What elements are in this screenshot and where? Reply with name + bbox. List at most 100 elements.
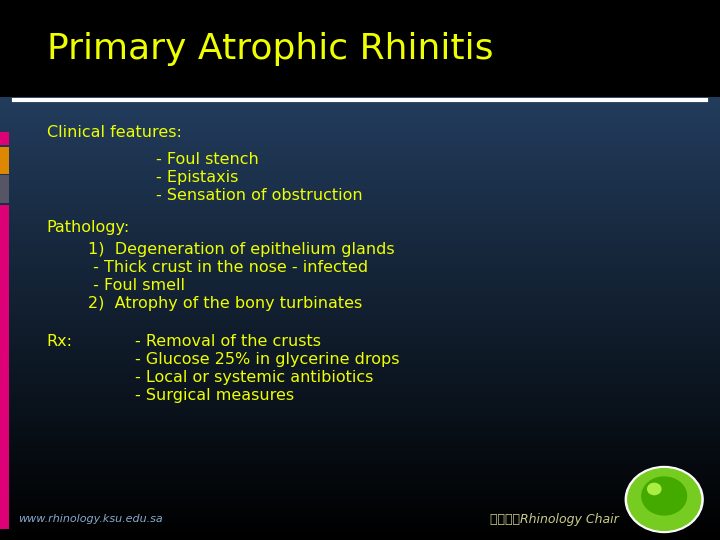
Bar — [0, 205, 9, 529]
Text: Primary Atrophic Rhinitis: Primary Atrophic Rhinitis — [47, 32, 493, 65]
Text: 1)  Degeneration of epithelium glands: 1) Degeneration of epithelium glands — [47, 242, 395, 257]
Bar — [0, 173, 720, 176]
Bar — [0, 170, 720, 173]
Bar — [0, 251, 720, 254]
Bar — [0, 70, 720, 73]
Bar — [0, 375, 720, 378]
Bar — [0, 186, 720, 189]
Bar — [0, 100, 720, 103]
Bar — [0, 267, 720, 270]
Bar — [0, 416, 720, 418]
Bar — [0, 143, 720, 146]
Bar — [0, 246, 720, 248]
Bar — [0, 472, 720, 475]
Text: - Foul smell: - Foul smell — [47, 278, 185, 293]
Bar — [0, 38, 720, 40]
Bar — [0, 78, 720, 81]
Bar — [0, 481, 720, 483]
Bar — [0, 197, 720, 200]
Bar — [0, 338, 720, 340]
Bar — [0, 59, 720, 62]
Bar — [0, 84, 720, 86]
Bar — [0, 62, 720, 65]
Bar — [0, 397, 720, 400]
Bar — [0, 147, 9, 174]
Bar — [0, 97, 720, 100]
Bar — [0, 216, 720, 219]
Bar — [0, 529, 720, 532]
Bar — [0, 54, 720, 57]
Bar — [0, 0, 720, 3]
Bar — [0, 113, 720, 116]
Bar — [0, 494, 720, 497]
Bar — [0, 124, 720, 127]
Bar — [0, 19, 720, 22]
Bar — [0, 486, 720, 489]
Bar — [0, 405, 720, 408]
Bar — [0, 219, 720, 221]
Bar — [0, 157, 720, 159]
Circle shape — [625, 467, 703, 532]
Bar — [0, 11, 720, 14]
Circle shape — [647, 483, 661, 495]
Bar — [0, 259, 720, 262]
Bar — [0, 410, 720, 413]
Bar — [0, 464, 720, 467]
Bar — [0, 389, 720, 392]
Bar — [0, 5, 720, 8]
Bar — [0, 213, 720, 216]
Bar — [0, 440, 720, 443]
Bar — [0, 319, 720, 321]
Bar — [0, 108, 720, 111]
Bar — [0, 68, 720, 70]
Bar — [0, 343, 720, 346]
Bar — [0, 132, 9, 145]
Bar — [0, 432, 720, 435]
Bar — [0, 227, 720, 229]
Bar — [0, 508, 720, 510]
Bar — [0, 373, 720, 375]
Bar — [0, 181, 720, 184]
Bar — [0, 256, 720, 259]
Bar — [0, 462, 720, 464]
Bar — [0, 526, 720, 529]
Bar — [0, 429, 720, 432]
Text: - Local or systemic antibiotics: - Local or systemic antibiotics — [94, 370, 373, 385]
Bar — [0, 281, 720, 284]
Bar — [0, 289, 720, 292]
Bar — [0, 521, 720, 524]
Bar — [0, 443, 720, 445]
Bar — [0, 518, 720, 521]
Bar — [0, 383, 720, 386]
Text: - Thick crust in the nose - infected: - Thick crust in the nose - infected — [47, 260, 368, 275]
Bar — [0, 243, 720, 246]
Bar — [0, 491, 720, 494]
Bar — [0, 437, 720, 440]
Bar — [0, 313, 720, 316]
Text: - Glucose 25% in glycerine drops: - Glucose 25% in glycerine drops — [94, 352, 399, 367]
Bar — [0, 30, 720, 32]
Text: - Foul stench: - Foul stench — [115, 152, 259, 167]
Circle shape — [628, 469, 701, 530]
Bar — [0, 451, 720, 454]
Bar — [0, 510, 720, 513]
Bar — [0, 378, 720, 381]
Bar — [0, 148, 720, 151]
Bar — [0, 394, 720, 397]
Bar — [0, 275, 720, 278]
Bar — [0, 248, 720, 251]
Bar — [0, 467, 720, 470]
Bar — [0, 176, 9, 202]
Bar — [0, 76, 720, 78]
Bar — [0, 367, 720, 370]
Bar — [0, 294, 720, 297]
Bar — [0, 189, 720, 192]
Bar — [0, 297, 720, 300]
Bar — [0, 418, 720, 421]
Text: Clinical features:: Clinical features: — [47, 125, 181, 140]
Bar — [0, 537, 720, 540]
Text: - Surgical measures: - Surgical measures — [94, 388, 294, 403]
Bar — [0, 497, 720, 500]
Bar — [0, 202, 720, 205]
Text: Rx:: Rx: — [47, 334, 73, 349]
